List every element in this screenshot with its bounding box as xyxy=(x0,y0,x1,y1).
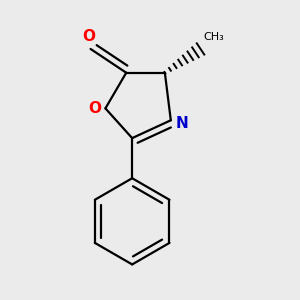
Text: O: O xyxy=(88,101,101,116)
Text: N: N xyxy=(176,116,188,131)
Text: O: O xyxy=(82,29,96,44)
Text: CH₃: CH₃ xyxy=(203,32,224,41)
